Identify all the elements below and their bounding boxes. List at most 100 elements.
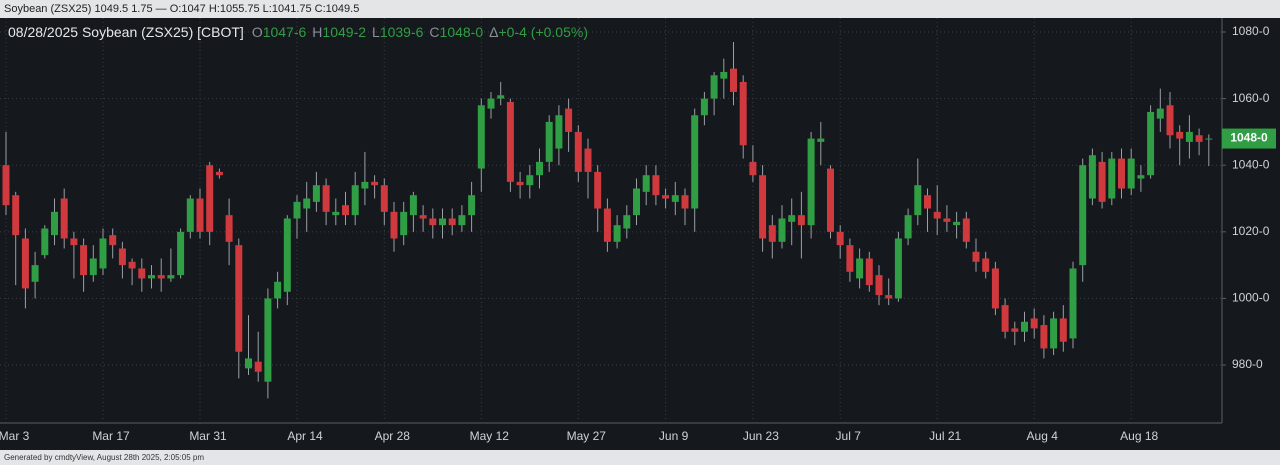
candle-body — [51, 211, 58, 236]
candle-body — [536, 161, 543, 176]
candle-body — [21, 238, 29, 289]
candle-body — [933, 211, 941, 219]
candle-body — [167, 275, 175, 279]
candle-body — [545, 121, 553, 162]
candle-body — [768, 225, 776, 242]
candle-body — [991, 268, 999, 309]
candle-body — [836, 231, 844, 246]
candle-body — [671, 195, 679, 202]
plot-background — [0, 18, 1280, 450]
candle-body — [390, 211, 398, 239]
candle-body — [584, 148, 592, 172]
candle-body — [555, 115, 563, 149]
candle-body — [788, 215, 796, 222]
candle-body — [128, 261, 136, 269]
chart-title: 08/28/2025 Soybean (ZSX25) [CBOT] — [8, 24, 244, 40]
change-value: +0-4 (+0.05%) — [498, 24, 588, 40]
candle-body — [953, 221, 961, 226]
candle-body — [157, 275, 165, 279]
candle-body — [603, 208, 611, 242]
candle-body — [914, 185, 922, 216]
x-tick-label: Jul 21 — [929, 429, 961, 443]
candle-body — [409, 195, 417, 216]
window-title: Soybean (ZSX25) 1049.5 1.75 — O:1047 H:1… — [4, 3, 359, 15]
candle-body — [1127, 158, 1135, 189]
window-bar — [0, 0, 1280, 18]
x-tick-label: Apr 14 — [287, 429, 323, 443]
x-tick-label: Mar 3 — [0, 429, 30, 443]
candle-body — [662, 195, 670, 199]
y-tick-label: 980-0 — [1232, 357, 1263, 371]
candle-body — [642, 175, 650, 192]
candle-body — [138, 268, 146, 279]
candle-body — [652, 175, 660, 196]
candle-body — [856, 258, 864, 279]
candle-body — [342, 205, 349, 216]
candle-body — [1021, 321, 1028, 332]
candle-body — [109, 235, 117, 246]
x-tick-label: Jul 7 — [836, 429, 862, 443]
candle-body — [506, 101, 514, 182]
candle-body — [681, 195, 689, 209]
candle-body — [1147, 111, 1155, 176]
candle-body — [778, 218, 786, 242]
candle-body — [186, 198, 194, 232]
candle-body — [12, 195, 20, 236]
candle-body — [380, 185, 388, 212]
x-tick-label: Mar 17 — [92, 429, 130, 443]
candle-body — [759, 175, 767, 239]
candle-body — [1118, 158, 1125, 189]
candle-body — [1011, 328, 1019, 332]
candle-body — [1040, 325, 1048, 349]
candle-body — [419, 215, 427, 219]
candle-body — [400, 211, 408, 236]
candle-body — [312, 185, 320, 202]
quote-value: 1047-6 — [263, 24, 307, 40]
candle-body — [70, 238, 78, 246]
candle-body — [89, 258, 97, 276]
candle-body — [293, 201, 301, 219]
candle-body — [351, 185, 359, 216]
candle-body — [817, 138, 825, 142]
candle-body — [303, 198, 311, 209]
candle-body — [972, 251, 980, 262]
candle-body — [477, 105, 485, 169]
change-symbol: Δ — [489, 24, 498, 40]
candle-body — [497, 95, 505, 99]
candle-body — [924, 195, 931, 209]
candle-body — [99, 238, 107, 269]
candle-body — [1059, 318, 1067, 342]
candle-body — [60, 198, 68, 239]
candle-body — [1069, 268, 1077, 339]
y-tick-label: 1060-0 — [1232, 91, 1270, 105]
candle-body — [1176, 131, 1184, 139]
candle-body — [2, 165, 10, 206]
candle-body — [429, 218, 437, 226]
candle-body — [439, 218, 446, 226]
candle-body — [749, 161, 757, 176]
quote-value: 1048-0 — [440, 24, 484, 40]
candle-body — [565, 108, 573, 132]
candle-body — [371, 181, 379, 186]
candle-body — [875, 275, 883, 296]
x-tick-label: Apr 28 — [375, 429, 411, 443]
candle-body — [1166, 105, 1174, 136]
candle-body — [1030, 318, 1038, 329]
candle-body — [623, 215, 631, 229]
x-tick-label: Mar 31 — [189, 429, 227, 443]
candle-body — [458, 215, 466, 226]
candle-body — [1205, 138, 1213, 140]
candle-body — [1079, 165, 1087, 266]
candle-body — [1108, 158, 1116, 199]
y-tick-label: 1080-0 — [1232, 24, 1270, 38]
candle-body — [215, 171, 223, 176]
candle-body — [80, 245, 88, 276]
candle-body — [739, 81, 747, 146]
candle-body — [982, 258, 990, 272]
candle-body — [206, 165, 214, 232]
y-tick-label: 1020-0 — [1232, 224, 1270, 238]
candle-body — [1195, 135, 1203, 142]
candle-body — [516, 181, 524, 186]
